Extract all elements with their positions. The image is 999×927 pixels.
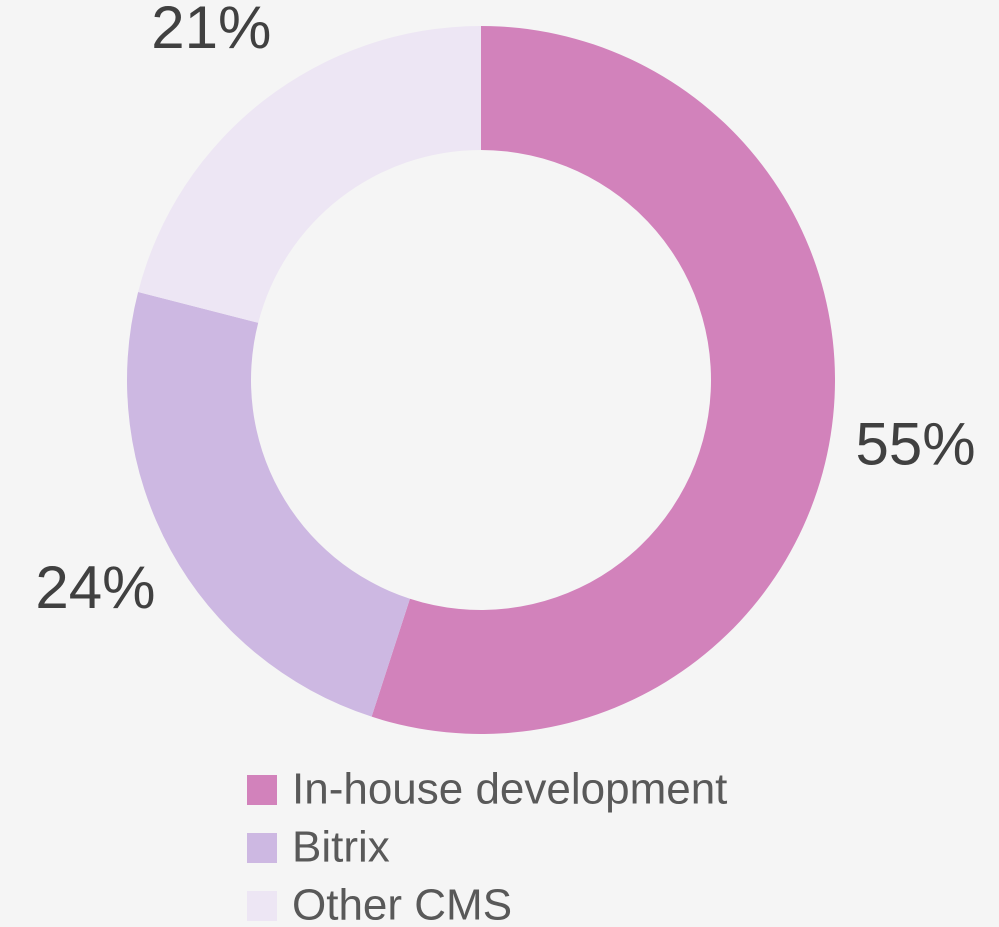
data-label: 24% [35, 554, 155, 621]
donut-slice [371, 26, 836, 734]
legend-swatch [247, 833, 277, 863]
legend-label: Bitrix [292, 823, 390, 872]
donut-slice [127, 291, 410, 717]
data-label: 21% [151, 0, 271, 61]
data-label: 55% [856, 411, 976, 478]
legend-swatch [247, 775, 277, 805]
legend-swatch [247, 891, 277, 921]
legend-label: In-house development [292, 765, 727, 814]
donut-slice [138, 25, 481, 323]
legend-label: Other CMS [292, 881, 512, 927]
